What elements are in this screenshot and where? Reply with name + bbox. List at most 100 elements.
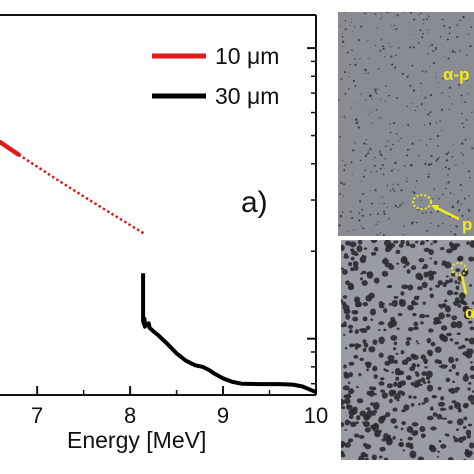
micrograph-speck	[390, 334, 398, 341]
micrograph-speck	[458, 346, 463, 350]
micrograph-speck	[440, 364, 448, 369]
micrograph-speck	[438, 156, 440, 158]
micrograph-speck	[352, 149, 355, 152]
micrograph-speck	[469, 365, 474, 371]
particle-marker-arrowhead	[431, 205, 439, 211]
micrograph-speck	[420, 103, 423, 106]
micrograph-speck	[456, 202, 459, 204]
micrograph-speck	[419, 313, 426, 319]
micrograph-speck	[448, 26, 451, 29]
micrograph-speck	[467, 92, 470, 94]
micrograph-speck	[341, 450, 345, 455]
micrograph-speck	[365, 154, 367, 156]
micrograph-speck	[389, 190, 392, 192]
micrograph-speck	[361, 180, 362, 182]
micrograph-speck	[459, 183, 462, 187]
micrograph-speck	[393, 341, 398, 346]
micrograph-speck	[375, 223, 378, 225]
micrograph-speck	[442, 260, 447, 264]
micrograph-speck	[396, 14, 399, 17]
micrograph-speck	[407, 148, 409, 151]
micrograph-speck	[438, 312, 445, 320]
micrograph-speck	[426, 349, 434, 356]
micrograph-speck	[396, 398, 400, 402]
particle-marker-circle	[412, 194, 432, 210]
micrograph-speck	[403, 404, 410, 411]
micrograph-speck	[467, 387, 471, 391]
micrograph-speck	[407, 284, 414, 291]
micrograph-speck	[427, 52, 429, 55]
micrograph-speck	[364, 68, 367, 72]
micrograph-speck	[397, 312, 403, 317]
micrograph-speck	[446, 332, 452, 337]
micrograph-speck	[469, 283, 472, 288]
micrograph-speck	[437, 101, 438, 103]
micrograph-speck	[453, 291, 459, 296]
micrograph-speck	[348, 421, 352, 424]
micrograph-speck	[447, 174, 449, 176]
micrograph-speck	[423, 109, 425, 110]
micrograph-speck	[381, 196, 384, 198]
micrograph-speck	[377, 221, 379, 223]
micrograph-speck	[378, 352, 384, 358]
micrograph-speck	[453, 233, 457, 236]
micrograph-speck	[392, 347, 397, 351]
micrograph-speck	[455, 357, 459, 362]
micrograph-speck	[389, 123, 392, 125]
micrograph-speck	[372, 158, 374, 160]
micrograph-speck	[430, 222, 432, 224]
micrograph-speck	[400, 291, 405, 296]
micrograph-speck	[386, 206, 388, 208]
micrograph-speck	[455, 268, 461, 272]
micrograph-speck	[360, 25, 363, 28]
micrograph-speck	[415, 372, 420, 377]
micrograph-speck	[372, 409, 378, 414]
micrograph-speck	[380, 12, 382, 14]
series-10um-dotted	[17, 153, 145, 235]
micrograph-speck	[439, 120, 441, 122]
micrograph-speck	[383, 210, 386, 213]
micrograph-speck	[381, 438, 386, 442]
micrograph-speck	[341, 301, 347, 306]
micrograph-speck	[412, 46, 416, 49]
micrograph-speck	[341, 267, 344, 270]
micrograph-speck	[415, 272, 423, 280]
micrograph-speck	[448, 86, 451, 89]
micrograph-speck	[370, 240, 378, 244]
micrograph-speck	[356, 121, 359, 125]
micrograph-speck	[448, 241, 454, 247]
x-tick-label: 7	[31, 403, 43, 428]
micrograph-speck	[409, 34, 411, 35]
micrograph-speck	[437, 386, 442, 391]
micrograph-speck	[394, 66, 397, 69]
micrograph-speck	[410, 381, 416, 386]
micrograph-speck	[437, 134, 440, 138]
x-tick-label: 8	[124, 403, 136, 428]
micrograph-speck	[378, 150, 381, 153]
micrograph-speck	[410, 265, 417, 271]
micrograph-speck	[392, 183, 394, 186]
micrograph-speck	[441, 92, 444, 94]
micrograph-speck	[441, 193, 444, 196]
micrograph-speck	[343, 323, 347, 328]
micrograph-speck	[437, 235, 439, 236]
micrograph-speck	[450, 230, 452, 233]
micrograph-speck	[421, 402, 426, 405]
micrograph-speck	[432, 240, 438, 244]
micrograph-speck	[454, 193, 456, 195]
micrograph-speck	[348, 76, 350, 78]
micrograph-speck	[368, 152, 370, 154]
micrograph-speck	[391, 389, 397, 395]
micrograph-speck	[421, 32, 425, 35]
micrograph-speck	[361, 214, 364, 217]
micrograph-speck	[348, 88, 350, 90]
micrograph-speck	[460, 102, 462, 103]
micrograph-speck	[392, 122, 396, 124]
micrograph-speck	[370, 251, 377, 256]
micrograph-speck	[374, 393, 377, 396]
micrograph-speck	[462, 374, 469, 382]
micrograph-speck	[413, 326, 419, 331]
micrograph-speck	[400, 240, 405, 245]
micrograph-speck	[411, 142, 414, 146]
micrograph-speck	[455, 285, 460, 290]
